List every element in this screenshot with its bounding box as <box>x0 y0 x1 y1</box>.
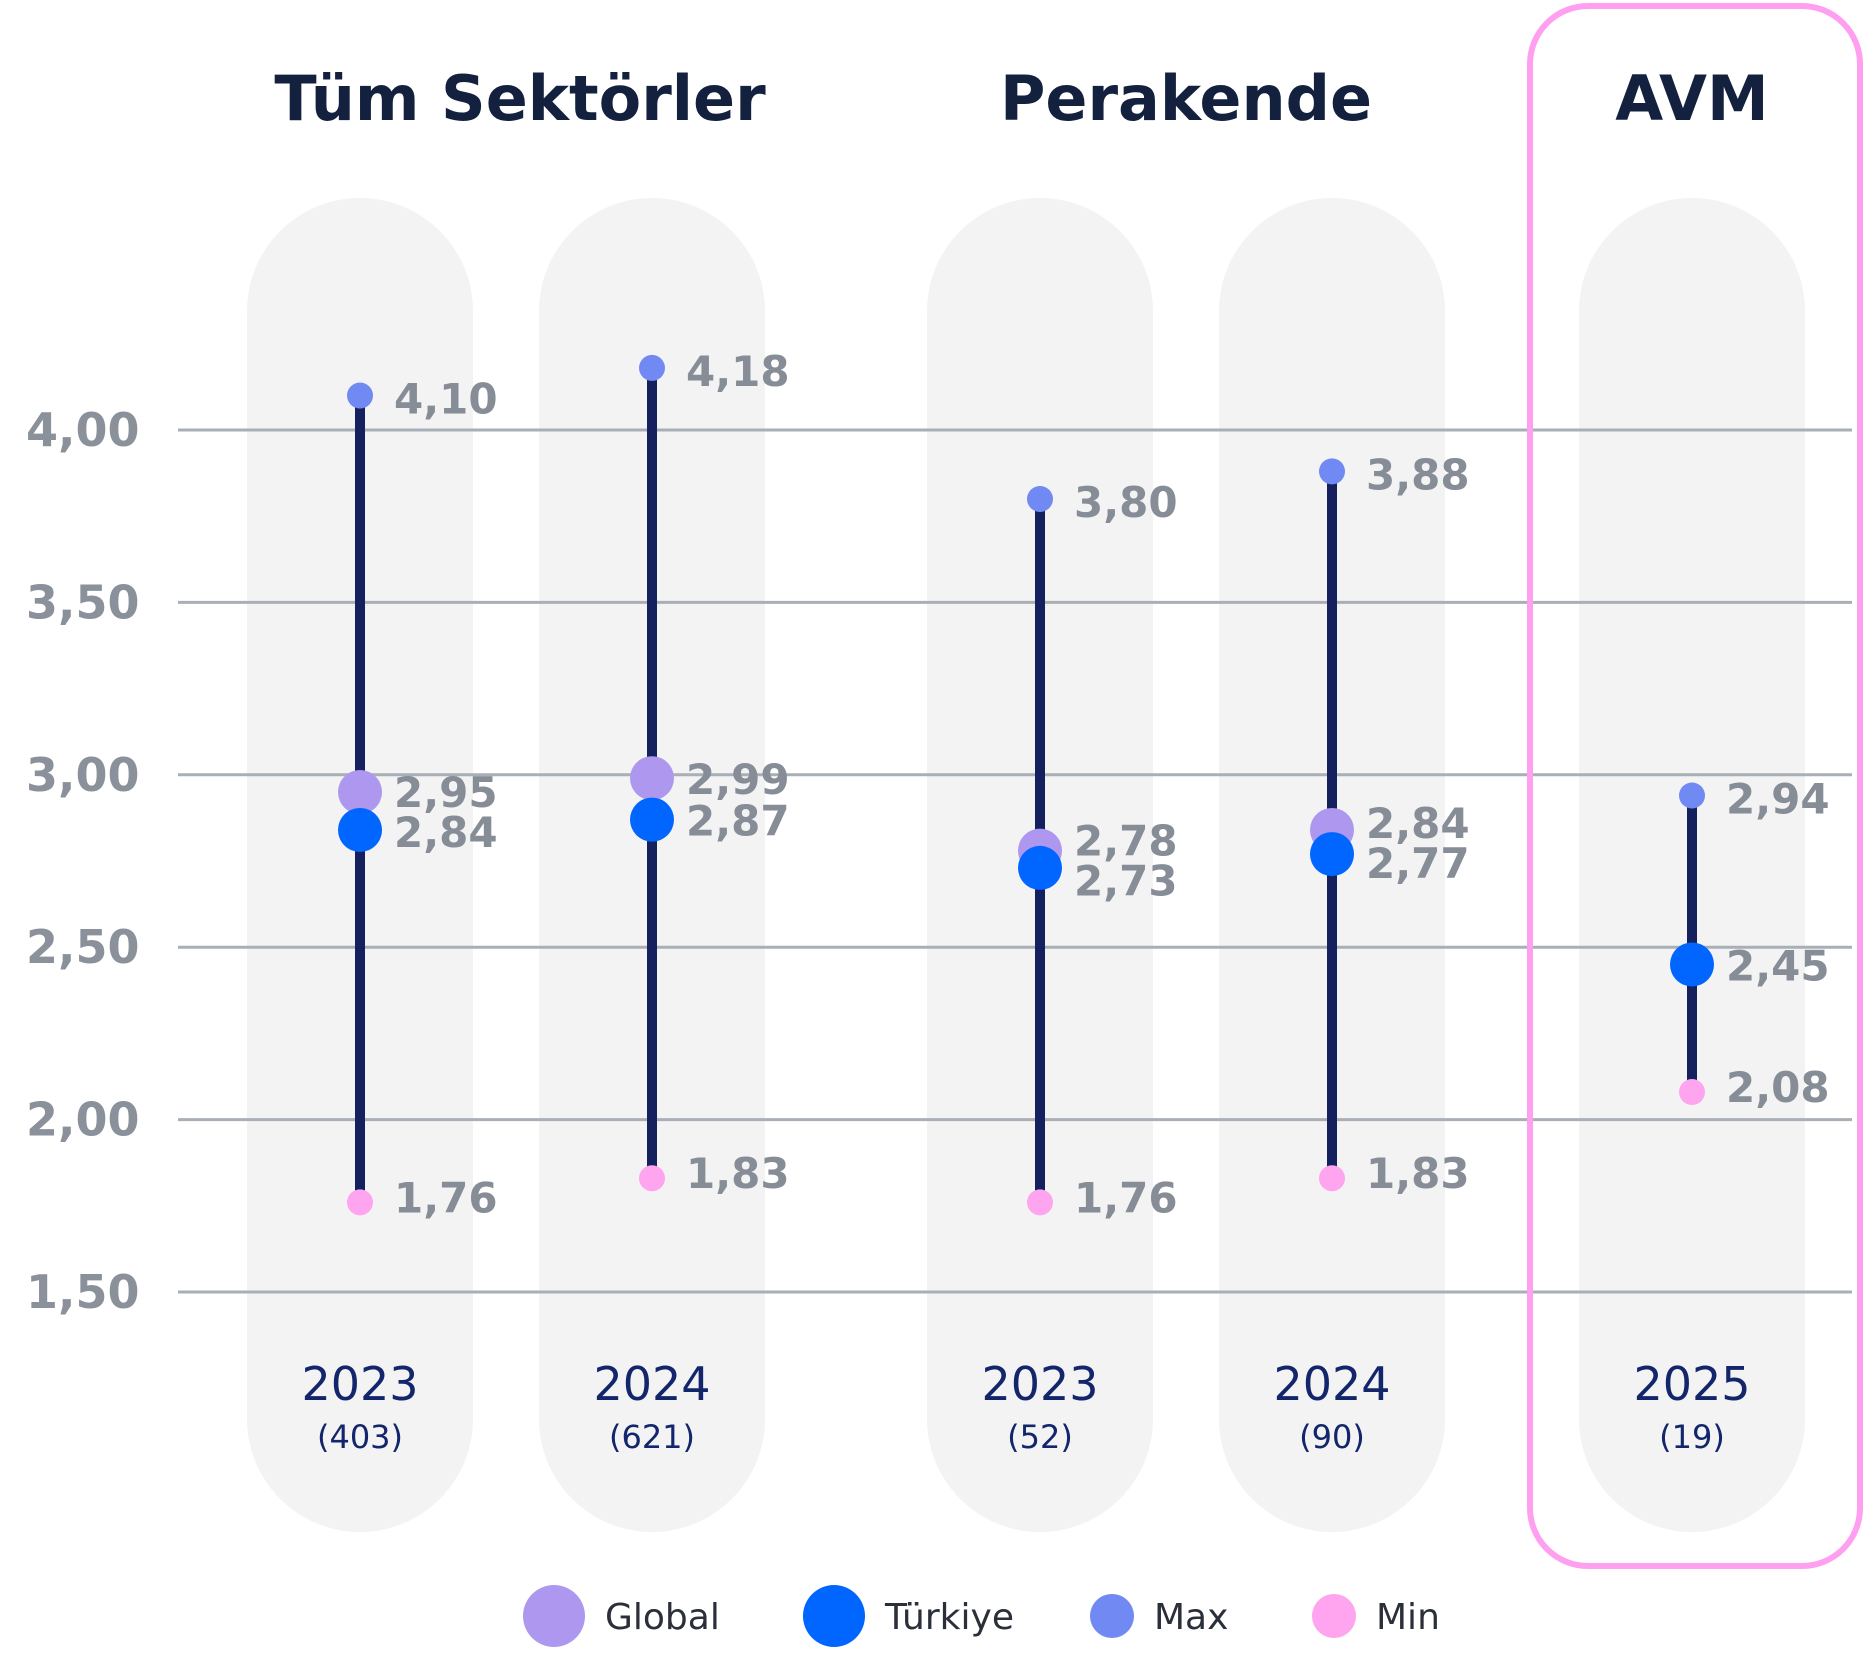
max-point <box>1679 782 1705 809</box>
group-title: AVM <box>1615 62 1768 135</box>
y-tick-label: 3,50 <box>26 575 140 629</box>
y-axis-ticks: 4,00 3,50 3,00 2,50 2,00 1,50 <box>26 403 140 1319</box>
legend-swatch-turkiye <box>803 1585 865 1647</box>
legend-label-min: Min <box>1376 1597 1440 1638</box>
x-year-label: 2025 <box>1633 1357 1750 1411</box>
max-label: 3,88 <box>1366 450 1470 499</box>
legend-swatch-max <box>1090 1594 1134 1638</box>
min-label: 1,83 <box>1366 1149 1470 1198</box>
turkiye-label: 2,77 <box>1366 839 1470 888</box>
global-label: 2,99 <box>686 755 790 804</box>
group-title: Perakende <box>1000 62 1372 135</box>
highlight-border <box>1527 3 1863 1569</box>
group-title: Tüm Sektörler <box>274 62 766 135</box>
min-label: 1,83 <box>686 1149 790 1198</box>
x-year-label: 2024 <box>1273 1357 1390 1411</box>
max-point <box>1027 485 1053 512</box>
turkiye-point <box>1670 942 1714 987</box>
legend-swatch-global <box>523 1585 585 1647</box>
max-label: 4,18 <box>686 347 790 396</box>
turkiye-label: 2,73 <box>1074 856 1178 905</box>
x-year-label: 2024 <box>593 1357 710 1411</box>
legend-swatch-min <box>1312 1594 1356 1638</box>
max-point <box>639 354 665 381</box>
x-year-label: 2023 <box>981 1357 1098 1411</box>
x-count-label: (52) <box>1007 1418 1073 1456</box>
min-point <box>1679 1079 1705 1106</box>
max-label: 4,10 <box>394 375 498 424</box>
max-label: 2,94 <box>1726 774 1830 823</box>
min-label: 2,08 <box>1726 1063 1830 1112</box>
legend-label-turkiye: Türkiye <box>884 1597 1014 1638</box>
legend: Global Türkiye Max Min <box>523 1585 1440 1647</box>
turkiye-label: 2,87 <box>686 797 790 846</box>
turkiye-point <box>1310 832 1354 877</box>
global-label: 2,95 <box>394 768 498 817</box>
range-marks <box>338 354 1714 1216</box>
min-point <box>1319 1165 1345 1192</box>
global-label: 2,84 <box>1366 799 1470 848</box>
turkiye-label: 2,45 <box>1726 941 1830 990</box>
x-count-label: (621) <box>609 1418 695 1456</box>
legend-label-global: Global <box>605 1597 720 1638</box>
y-tick-label: 2,50 <box>26 920 140 974</box>
y-tick-label: 1,50 <box>26 1265 140 1319</box>
global-point <box>630 756 674 801</box>
global-label: 2,78 <box>1074 816 1178 865</box>
legend-label-max: Max <box>1154 1597 1228 1638</box>
x-count-label: (403) <box>317 1418 403 1456</box>
group-titles: Tüm Sektörler Perakende AVM <box>274 62 1768 135</box>
turkiye-label: 2,84 <box>394 808 498 857</box>
turkiye-point <box>1018 845 1062 890</box>
x-axis-labels: 2023 (403) 2024 (621) 2023 (52) 2024 (90) 2025 (1… <box>301 1357 1750 1456</box>
min-label: 1,76 <box>394 1173 498 1222</box>
turkiye-point <box>338 807 382 852</box>
value-labels: 4,101,762,952,844,181,832,992,873,801,76… <box>394 347 1830 1222</box>
min-label: 1,76 <box>1074 1173 1178 1222</box>
turkiye-point <box>630 797 674 842</box>
gridlines <box>178 428 1852 1294</box>
y-tick-label: 4,00 <box>26 403 140 457</box>
x-count-label: (90) <box>1299 1418 1365 1456</box>
max-point <box>1319 458 1345 485</box>
y-tick-label: 3,00 <box>26 748 140 802</box>
min-point <box>1027 1189 1053 1216</box>
y-tick-label: 2,00 <box>26 1093 140 1147</box>
highlight-frame <box>1527 3 1863 1569</box>
global-point <box>338 770 382 815</box>
x-count-label: (19) <box>1659 1418 1725 1456</box>
min-point <box>639 1165 665 1192</box>
min-point <box>347 1189 373 1216</box>
max-point <box>347 382 373 409</box>
x-year-label: 2023 <box>301 1357 418 1411</box>
max-label: 3,80 <box>1074 478 1178 527</box>
